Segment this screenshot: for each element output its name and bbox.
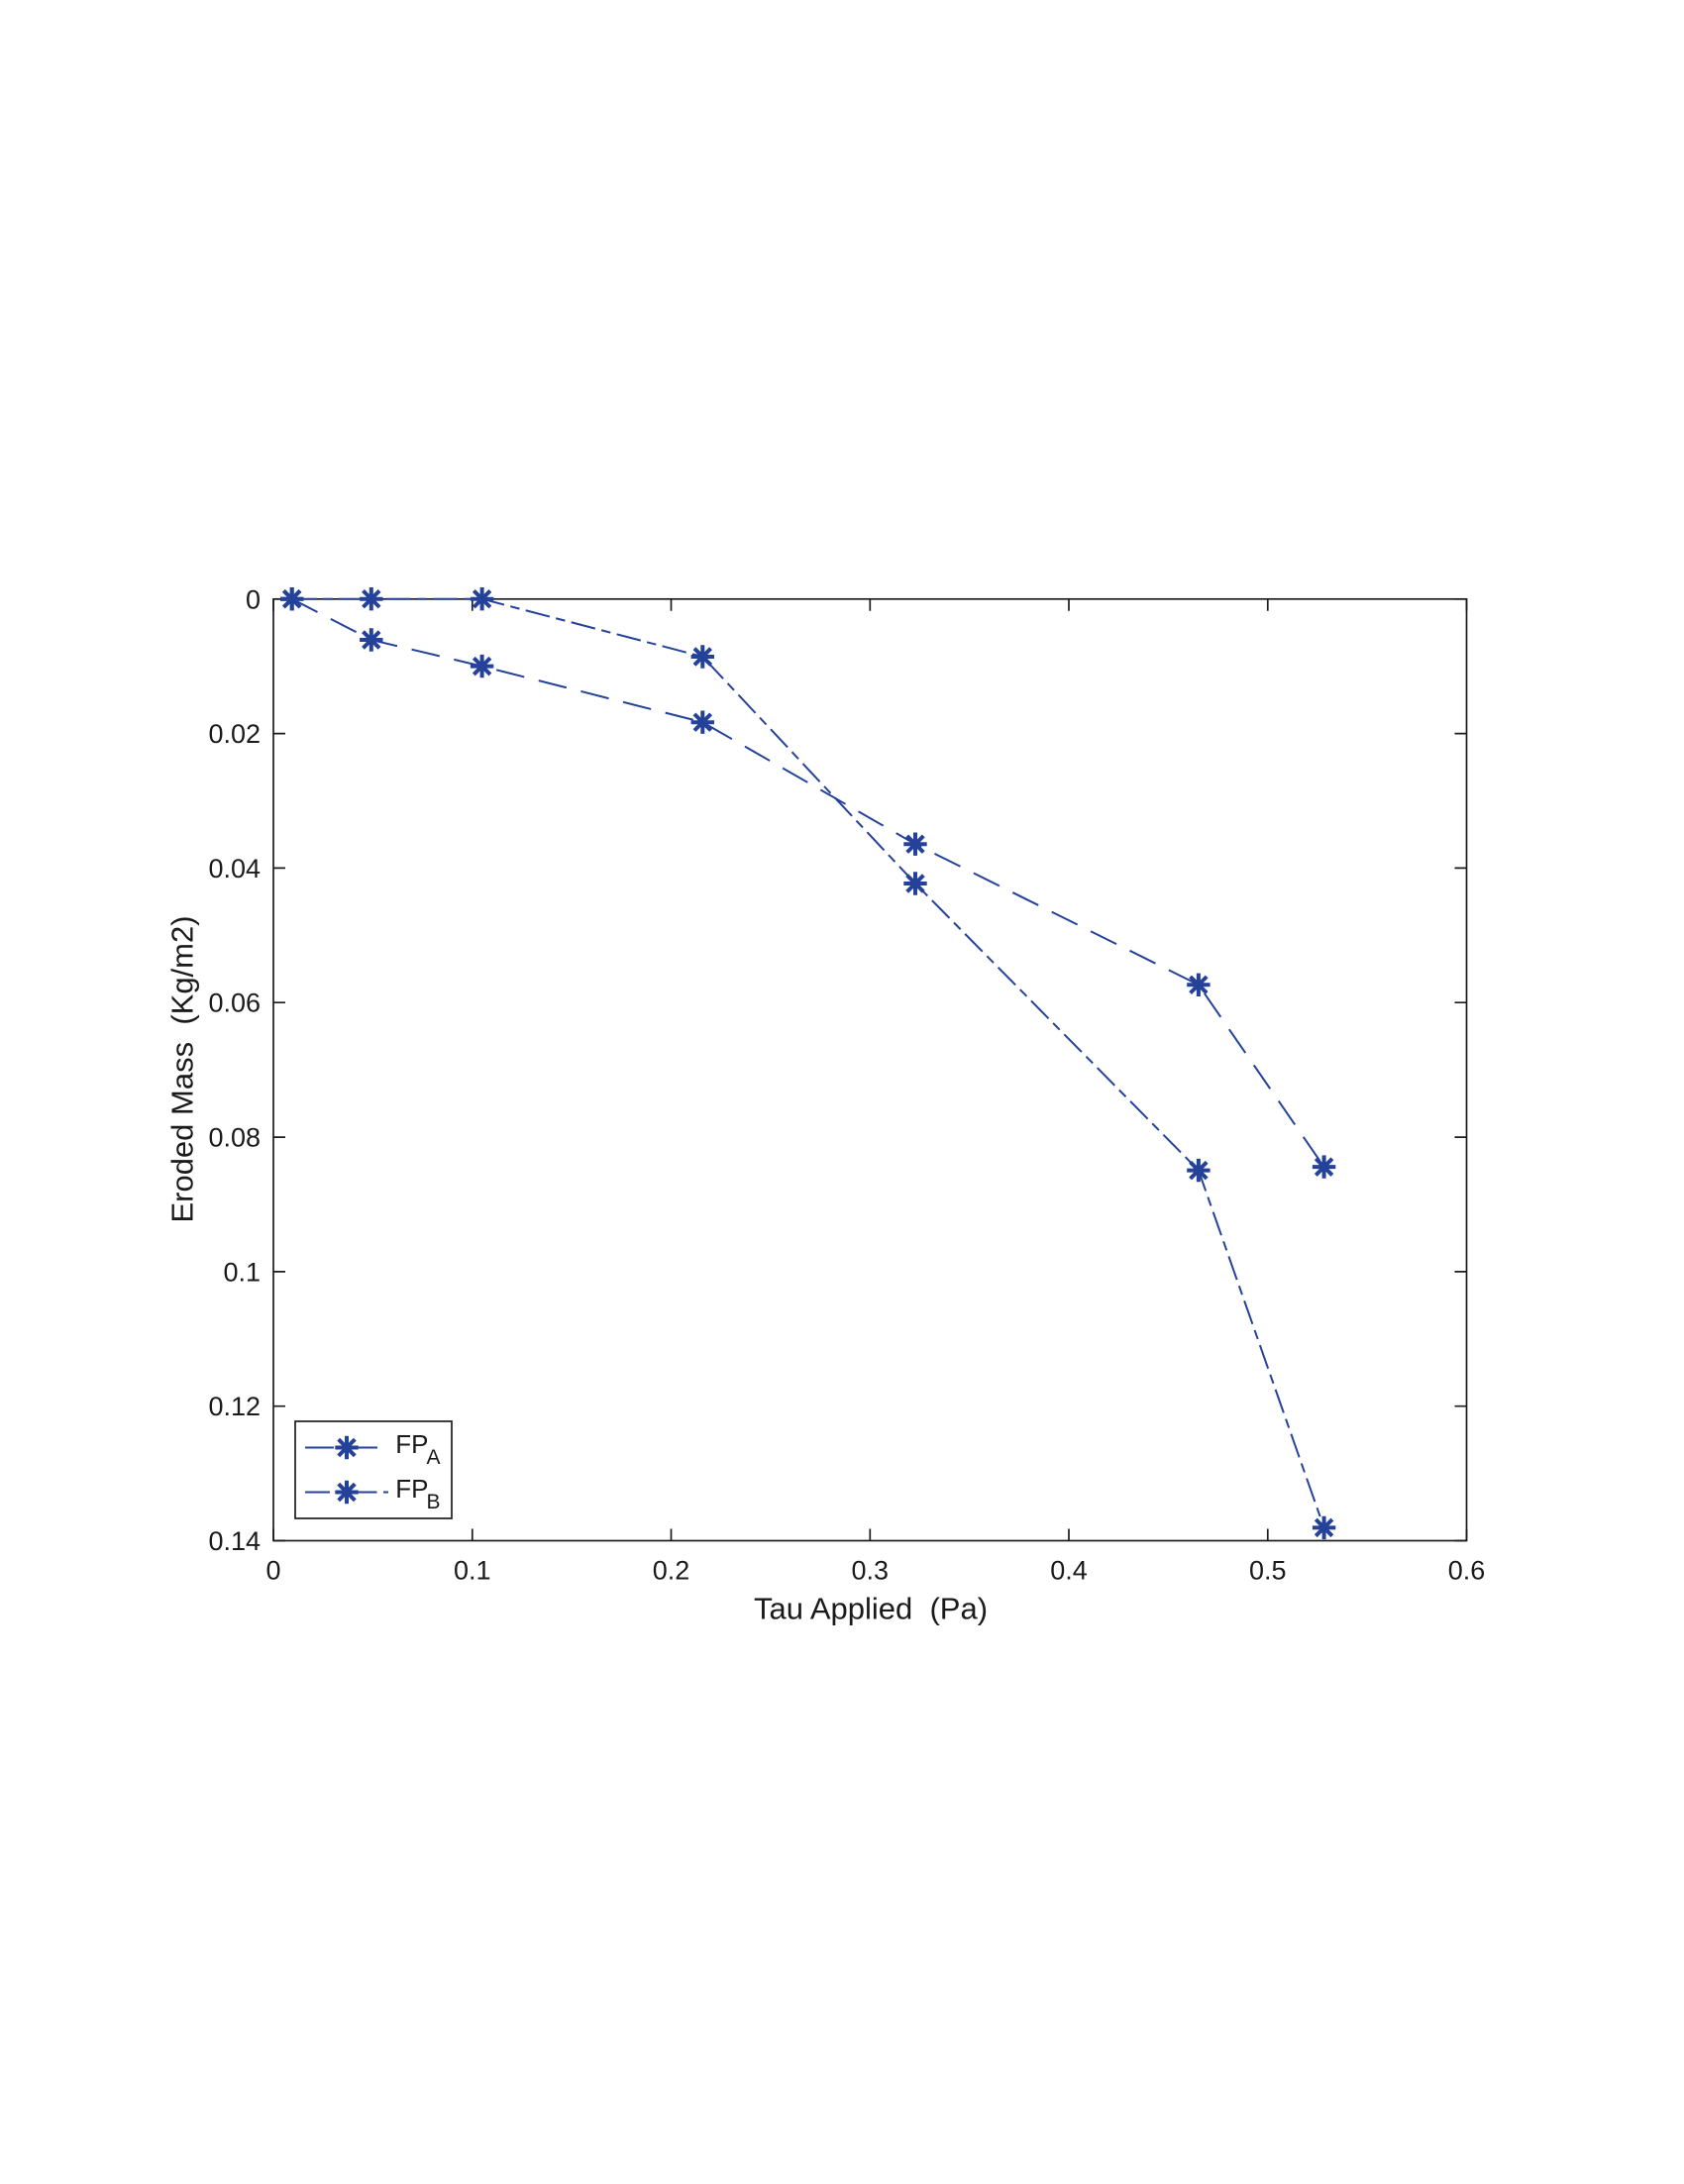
svg-text:0: 0 (265, 1556, 280, 1586)
svg-text:0.14: 0.14 (208, 1526, 261, 1556)
svg-text:FP: FP (395, 1474, 428, 1504)
svg-text:Eroded Mass (Kg/m2): Eroded Mass (Kg/m2) (165, 915, 200, 1222)
svg-text:B: B (427, 1491, 441, 1513)
svg-text:0.2: 0.2 (653, 1556, 690, 1586)
svg-text:0.4: 0.4 (1050, 1556, 1088, 1586)
svg-text:A: A (427, 1446, 441, 1469)
svg-text:0.1: 0.1 (454, 1556, 491, 1586)
svg-text:0.5: 0.5 (1249, 1556, 1287, 1586)
svg-text:0.6: 0.6 (1448, 1556, 1486, 1586)
svg-text:0.04: 0.04 (208, 854, 261, 884)
svg-text:0.3: 0.3 (852, 1556, 890, 1586)
svg-text:FP: FP (395, 1429, 428, 1459)
svg-text:0: 0 (246, 584, 261, 614)
svg-text:0.08: 0.08 (208, 1123, 261, 1153)
svg-text:0.12: 0.12 (208, 1392, 261, 1421)
svg-text:0.06: 0.06 (208, 988, 261, 1018)
svg-text:0.02: 0.02 (208, 719, 261, 749)
svg-text:0.1: 0.1 (223, 1257, 261, 1287)
svg-text:Tau Applied (Pa): Tau Applied (Pa) (754, 1592, 988, 1626)
